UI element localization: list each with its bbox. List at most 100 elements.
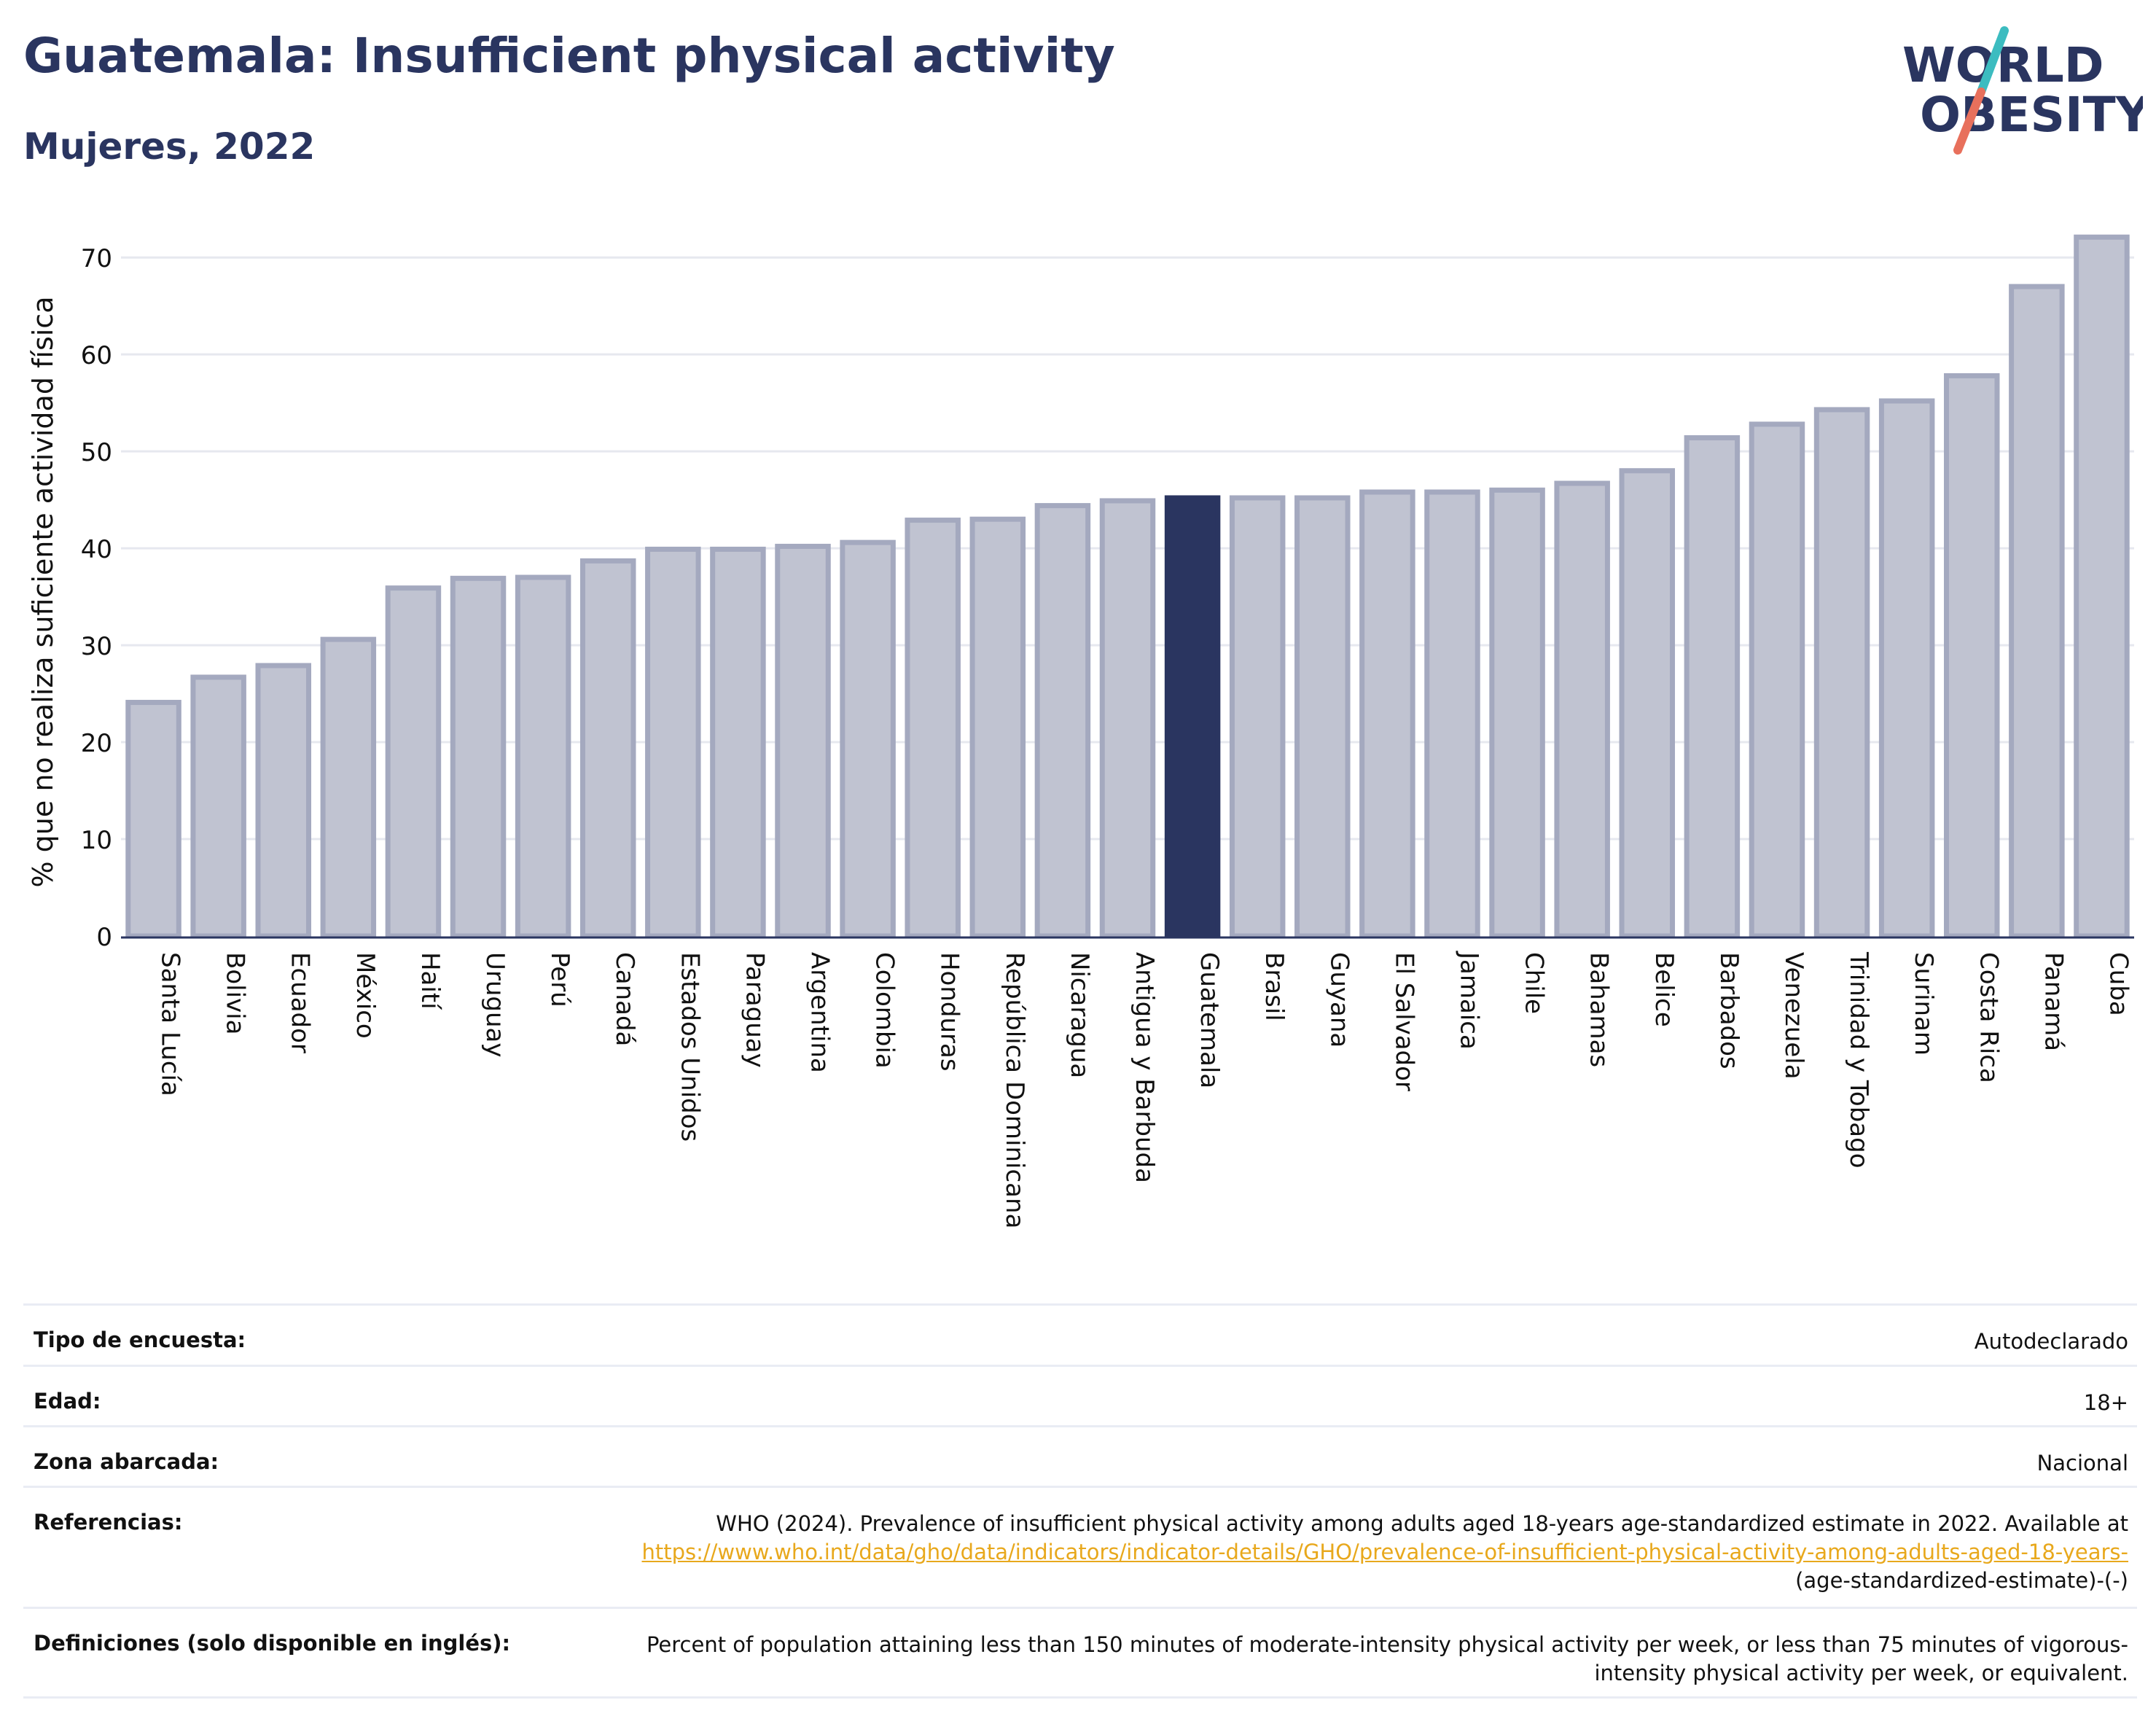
x-tick-label: Costa Rica [1974,952,2003,1083]
bar [450,575,507,939]
x-tick-label: Santa Lucía [156,952,185,1096]
bar [645,546,701,939]
x-tick-label: Bahamas [1585,952,1614,1067]
reference-text: WHO (2024). Prevalence of insufficient p… [716,1511,2128,1536]
bar [1229,495,1286,939]
bar [125,700,181,939]
bar [2009,284,2065,939]
x-tick-label: Bolivia [221,952,250,1034]
bar-chart: 0 10 20 30 40 50 60 70 Santa Lucía Bolivia Ecuado… [27,234,2134,1228]
x-tick-label: Guyana [1324,952,1354,1048]
x-tick-label: República Dominicana [1000,952,1029,1228]
bar [1878,398,1935,939]
meta-value: WHO (2024). Prevalence of insufficient p… [612,1510,2128,1595]
y-axis-title: % que no realiza suficiente actividad fí… [27,297,59,888]
bar [320,636,377,939]
logo-line-1: WORLD [1902,37,2104,93]
bar [385,585,442,939]
y-tick-label: 40 [81,535,112,564]
x-tick-label: Guatemala [1195,952,1224,1088]
bar [1359,489,1415,939]
meta-label: Referencias: [34,1510,183,1535]
meta-row-definitions: Definiciones (solo disponible en inglés)… [23,1607,2137,1699]
meta-value: Autodeclarado [1974,1329,2128,1354]
meta-row-coverage: Zona abarcada: Nacional [23,1425,2137,1486]
x-tick-label: Surinam [1909,952,1938,1056]
bar [1424,489,1480,939]
x-tick-label: Panamá [2039,952,2068,1051]
x-tick-label: Canadá [610,952,639,1046]
page-title: Guatemala: Insufficient physical activit… [23,28,1115,84]
y-tick-label: 70 [81,244,112,273]
y-tick-label: 60 [81,341,112,370]
x-tick-label: Jamaica [1454,951,1483,1050]
meta-label: Definiciones (solo disponible en inglés)… [34,1631,511,1656]
meta-label: Tipo de encuesta: [34,1327,246,1352]
meta-value: Nacional [2036,1451,2128,1475]
x-tick-label: Colombia [870,952,899,1069]
bar [255,663,311,939]
x-tick-label: Haití [415,952,445,1010]
y-tick-label: 50 [81,438,112,467]
x-tick-label: Antigua y Barbuda [1130,952,1159,1183]
bar [1099,498,1156,939]
x-tick-label: México [351,952,380,1039]
x-tick-label: Honduras [935,952,964,1072]
bar [1489,487,1545,939]
reference-suffix: (age-standardized-estimate)-(-) [1795,1568,2128,1593]
bar [579,558,636,939]
y-tick-label: 10 [81,826,112,855]
bar [840,539,896,939]
x-tick-label: El Salvador [1389,952,1418,1091]
metadata-table: Tipo de encuesta: Autodeclarado Edad: 18… [23,1303,2137,1699]
meta-value: Percent of population attaining less tha… [646,1632,2128,1685]
y-tick-label: 30 [81,632,112,661]
reference-link[interactable]: https://www.who.int/data/gho/data/indica… [641,1540,2128,1564]
bar [1294,495,1351,939]
logo-slash-teal [1977,26,2009,96]
meta-label: Edad: [34,1389,101,1414]
logo-line-2: OBESITY [1920,87,2143,143]
bar [969,516,1026,939]
page-subtitle: Mujeres, 2022 [23,125,316,168]
x-tick-label: Brasil [1259,952,1289,1021]
meta-row-references: Referencias: WHO (2024). Prevalence of i… [23,1486,2137,1607]
x-tick-label: Chile [1520,952,1549,1014]
meta-label: Zona abarcada: [34,1449,219,1474]
bars [125,234,2130,939]
y-axis-ticks: 0 10 20 30 40 50 60 70 [81,244,112,952]
meta-row-age: Edad: 18+ [23,1365,2137,1425]
bar [1554,480,1610,939]
x-tick-label: Venezuela [1779,952,1808,1080]
x-tick-label: Estados Unidos [675,952,704,1142]
bar [1684,435,1741,939]
meta-value: 18+ [2083,1390,2128,1415]
x-tick-label: Uruguay [480,952,509,1058]
x-tick-label: Paraguay [740,952,769,1068]
meta-row-survey-type: Tipo de encuesta: Autodeclarado [23,1303,2137,1365]
x-tick-label: Nicaragua [1065,952,1094,1078]
y-tick-label: 0 [96,923,112,952]
bar [1619,468,1676,939]
bar [710,546,766,939]
bar [2074,234,2130,939]
bar [190,674,246,939]
x-tick-label: Trinidad y Tobago [1844,951,1873,1169]
y-tick-label: 20 [81,729,112,758]
x-tick-label: Cuba [2104,952,2133,1016]
x-axis-labels: Santa Lucía Bolivia Ecuador México Haití Urug… [156,951,2133,1228]
bar [1813,407,1870,939]
bar [1749,421,1805,939]
x-tick-label: Ecuador [286,952,315,1053]
x-tick-label: Argentina [805,952,835,1073]
bar [515,574,571,939]
x-tick-label: Barbados [1714,952,1743,1069]
world-obesity-logo: WORLD OBESITY [1902,26,2143,155]
bar [905,518,961,939]
logo-slash-coral [1953,87,1985,155]
bar [1034,503,1091,939]
bar-highlighted [1164,495,1221,939]
bar [1944,373,2000,939]
x-tick-label: Perú [545,952,574,1007]
bar [775,543,831,939]
